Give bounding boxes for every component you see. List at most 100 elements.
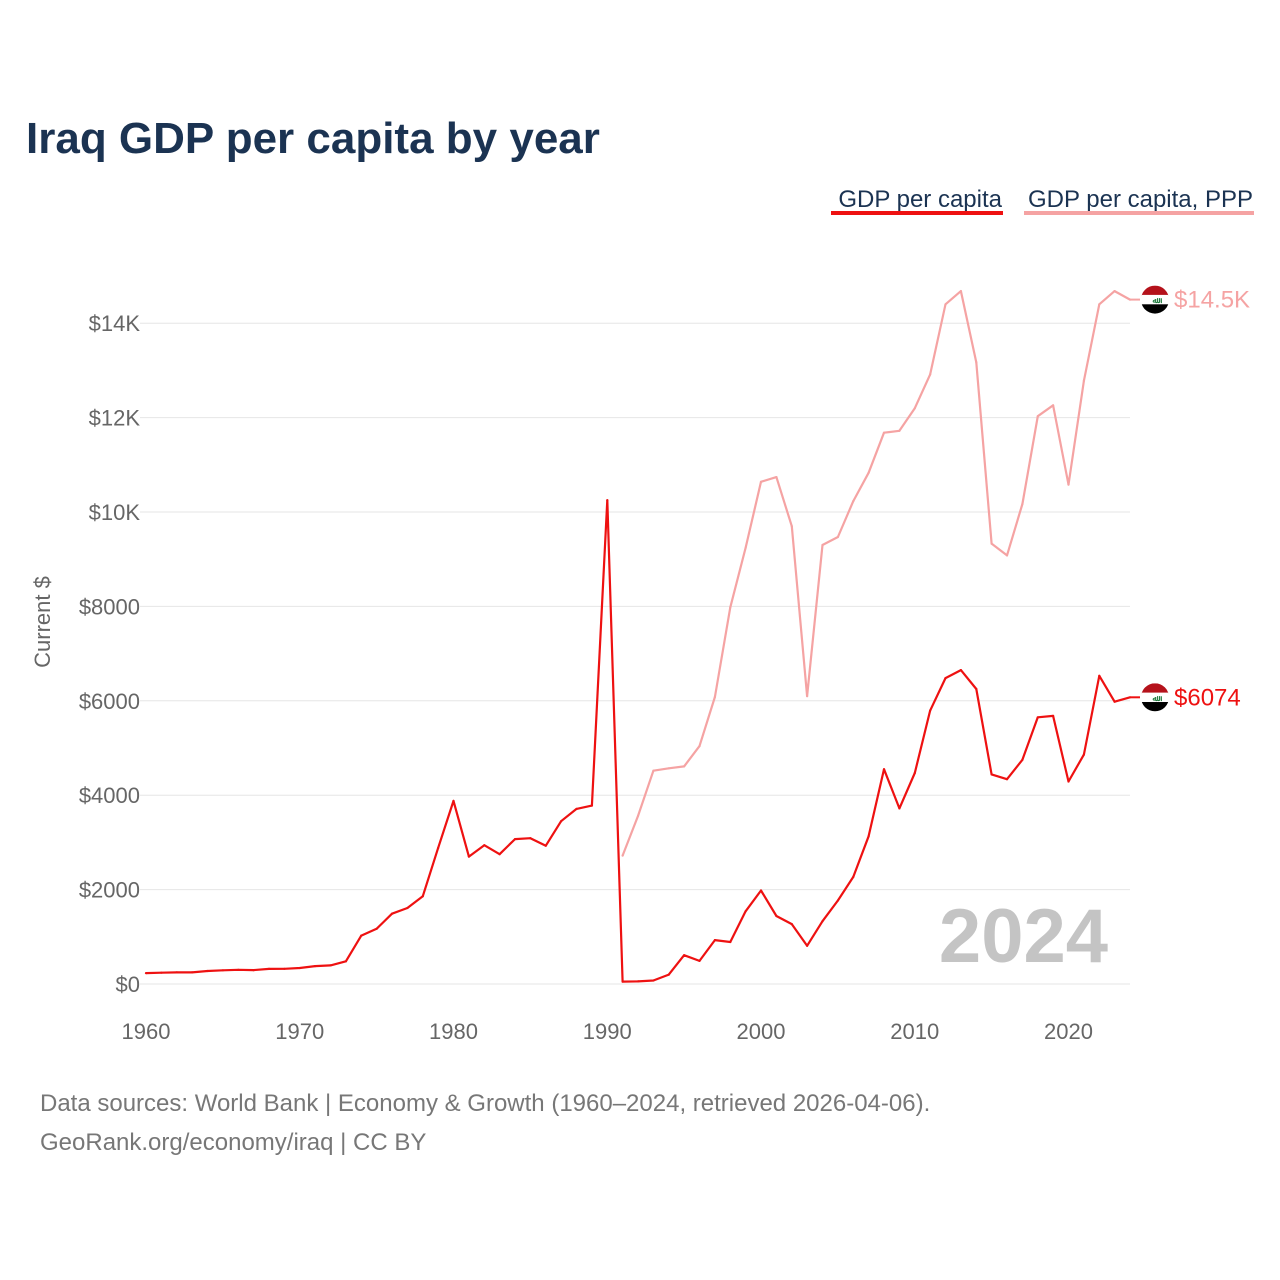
- data-point-gdp: [683, 954, 686, 957]
- data-point-gdp: [575, 807, 578, 811]
- data-point-gdp: [1098, 674, 1101, 677]
- data-point-ppp: [959, 290, 963, 293]
- legend-swatch-ppp: [1024, 211, 1254, 215]
- data-point-gdp: [206, 969, 209, 973]
- source-line-2: GeoRank.org/economy/iraq | CC BY: [40, 1129, 426, 1156]
- data-point-ppp: [929, 373, 932, 376]
- data-point-gdp: [498, 853, 501, 856]
- data-point-gdp: [375, 927, 378, 930]
- data-point-ppp: [852, 500, 855, 503]
- series-lines: [145, 290, 1131, 983]
- data-point-gdp: [652, 979, 655, 982]
- y-tick-label: $2000: [79, 878, 140, 903]
- data-point-gdp: [759, 889, 763, 892]
- x-tick-label: 1960: [122, 1019, 171, 1044]
- data-point-gdp: [1067, 780, 1070, 783]
- legend-label-gdp: GDP per capita: [838, 186, 1002, 213]
- data-point-ppp: [621, 854, 624, 857]
- data-point-gdp: [852, 875, 855, 879]
- data-point-gdp: [975, 687, 978, 691]
- data-point-gdp: [913, 771, 916, 775]
- series-points: [144, 290, 1132, 983]
- data-point-gdp: [175, 971, 178, 974]
- data-point-ppp: [744, 546, 747, 550]
- data-point-gdp: [452, 799, 455, 803]
- data-point-gdp: [483, 844, 486, 847]
- iraq-flag-icon: ﷲ: [1141, 683, 1169, 712]
- data-point-ppp: [1052, 404, 1055, 407]
- data-point-gdp: [513, 838, 517, 841]
- data-point-gdp: [237, 968, 240, 971]
- data-point-gdp: [836, 899, 840, 902]
- data-point-gdp: [713, 939, 717, 942]
- data-point-ppp: [1098, 303, 1101, 306]
- legend-item-ppp[interactable]: GDP per capita, PPP: [1024, 186, 1254, 215]
- data-point-ppp: [836, 535, 840, 539]
- gridlines: [140, 322, 1130, 985]
- y-tick-label: $10K: [89, 500, 141, 525]
- data-point-gdp: [959, 669, 963, 672]
- data-point-gdp: [667, 973, 670, 976]
- data-point-gdp: [1021, 758, 1024, 761]
- legend-label-ppp: GDP per capita, PPP: [1028, 186, 1253, 213]
- data-point-ppp: [729, 606, 732, 609]
- legend-swatch-gdp: [831, 211, 1003, 215]
- data-point-gdp: [744, 910, 747, 913]
- data-point-ppp: [667, 767, 670, 770]
- data-point-ppp: [898, 429, 901, 432]
- data-point-gdp: [636, 980, 640, 983]
- data-point-ppp: [1067, 483, 1070, 486]
- data-point-gdp: [298, 966, 301, 970]
- data-point-gdp: [252, 969, 255, 972]
- data-point-ppp: [759, 480, 763, 483]
- y-tick-label: $14K: [89, 311, 141, 336]
- legend-item-gdp[interactable]: GDP per capita: [831, 186, 1003, 215]
- data-point-gdp: [314, 965, 317, 968]
- data-point-gdp: [790, 923, 793, 926]
- data-point-ppp: [636, 814, 640, 818]
- data-point-gdp: [1082, 753, 1085, 756]
- data-point-gdp: [406, 906, 409, 910]
- source-line-1: Data sources: World Bank | Economy & Gro…: [40, 1090, 930, 1117]
- data-point-gdp: [329, 964, 332, 967]
- y-axis-ticks: $0 $2000 $4000 $6000 $8000 $10K $12K $14K: [79, 311, 141, 997]
- y-tick-label: $12K: [89, 406, 141, 431]
- data-point-gdp: [144, 972, 148, 975]
- data-point-ppp: [698, 745, 701, 748]
- data-point-gdp: [621, 980, 624, 983]
- year-watermark: 2024: [939, 894, 1108, 979]
- x-axis-ticks: 1960 1970 1980 1990 2000 2010 2020: [122, 1019, 1093, 1044]
- data-point-gdp: [160, 971, 163, 974]
- iraq-flag-icon: ﷲ: [1141, 285, 1169, 314]
- data-point-gdp: [191, 971, 194, 974]
- data-point-gdp: [898, 807, 901, 810]
- data-point-gdp: [606, 499, 609, 502]
- data-point-ppp: [867, 471, 870, 474]
- end-value-label-ppp: $14.5K: [1174, 287, 1250, 314]
- data-point-gdp: [437, 847, 440, 850]
- data-point-gdp: [1005, 778, 1009, 781]
- data-point-gdp: [560, 820, 563, 823]
- data-point-ppp: [944, 303, 947, 306]
- legend: GDP per capita GDP per capita, PPP: [831, 186, 1254, 215]
- x-tick-label: 1970: [275, 1019, 324, 1044]
- y-tick-label: $0: [116, 972, 140, 997]
- data-point-ppp: [713, 695, 717, 699]
- data-point-gdp: [775, 914, 778, 918]
- data-point-gdp: [283, 967, 286, 970]
- data-point-gdp: [221, 969, 224, 972]
- data-point-gdp: [529, 837, 532, 840]
- data-point-gdp: [344, 960, 347, 963]
- x-tick-label: 1980: [429, 1019, 478, 1044]
- data-point-ppp: [1021, 502, 1024, 506]
- data-point-ppp: [652, 769, 655, 772]
- data-point-ppp: [882, 431, 886, 434]
- y-axis-title: Current $: [30, 576, 55, 668]
- data-point-ppp: [790, 525, 793, 528]
- data-point-gdp: [467, 855, 470, 858]
- data-point-ppp: [1036, 415, 1039, 418]
- series-line-ppp[interactable]: [621, 290, 1131, 856]
- data-point-ppp: [806, 695, 809, 698]
- x-tick-label: 2020: [1044, 1019, 1093, 1044]
